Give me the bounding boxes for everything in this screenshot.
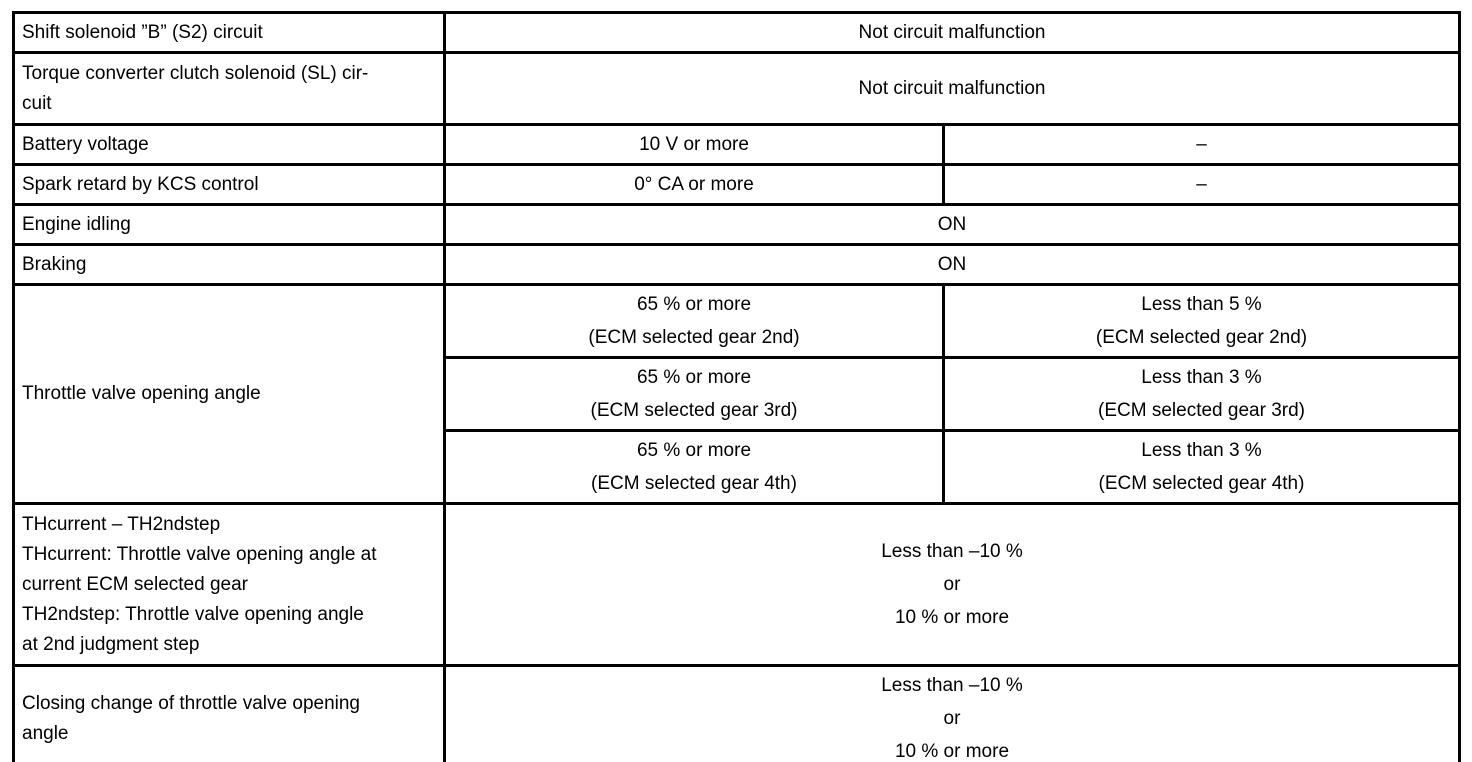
text-line: 10 % or more — [894, 741, 1010, 762]
text-line: or — [943, 708, 961, 729]
condition-label-cell: Throttle valve opening angle — [12, 283, 446, 505]
text-line: 65 % or more — [636, 440, 752, 461]
text-line: – — [1196, 134, 1207, 155]
table-row-throttle-valve-gear2: Throttle valve opening angle 65 % or mor… — [12, 283, 1461, 505]
condition-value-cell: Less than –10 % or 10 % or more — [443, 664, 1461, 762]
text-line: Shift solenoid ”B” (S2) circuit — [22, 21, 263, 43]
table-row-thcurrent-th2ndstep: THcurrent – TH2ndstep THcurrent: Throttle… — [12, 502, 1461, 667]
condition-value-cell: Less than 3 % (ECM selected gear 3rd) — [942, 356, 1461, 432]
text-line: (ECM selected gear 4th) — [1098, 473, 1305, 494]
text-line: THcurrent – TH2ndstep — [22, 513, 221, 535]
text-line: ON — [937, 214, 967, 235]
condition-value-cell: ON — [443, 243, 1461, 286]
condition-label-cell: Shift solenoid ”B” (S2) circuit — [12, 11, 446, 54]
table-row-throttle-valve-gear4: 65 % or more (ECM selected gear 4th) Less… — [14, 429, 1461, 505]
text-line: TH2ndstep: Throttle valve opening angle — [22, 603, 364, 625]
text-line: or — [943, 574, 961, 595]
condition-label-cell: Closing change of throttle valve opening… — [12, 664, 446, 762]
condition-label-cell: Spark retard by KCS control — [12, 163, 446, 206]
condition-label-cell: Braking — [12, 243, 446, 286]
text-line: 0° CA or more — [634, 174, 754, 195]
text-line: Less than 5 % — [1141, 294, 1262, 315]
text-line: at 2nd judgment step — [22, 633, 200, 655]
condition-value-cell: Not circuit malfunction — [443, 51, 1461, 126]
condition-value-cell: 65 % or more (ECM selected gear 2nd) — [443, 283, 945, 359]
text-line: Torque converter clutch solenoid (SL) ci… — [22, 62, 369, 84]
text-line: current ECM selected gear — [22, 573, 248, 595]
text-line: (ECM selected gear 4th) — [591, 473, 797, 494]
text-line: (ECM selected gear 2nd) — [588, 327, 800, 348]
text-line: (ECM selected gear 3rd) — [590, 400, 798, 421]
condition-value-cell: – — [942, 163, 1461, 206]
text-line: angle — [22, 722, 69, 744]
condition-value-cell: ON — [443, 203, 1461, 246]
table-row-throttle-valve-gear3: 65 % or more (ECM selected gear 3rd) Less… — [14, 356, 1461, 432]
text-line: Less than –10 % — [881, 541, 1023, 562]
condition-label-cell: Battery voltage — [12, 123, 446, 166]
table-row-spark-retard-kcs: Spark retard by KCS control 0° CA or mor… — [12, 163, 1461, 206]
condition-label-cell: THcurrent – TH2ndstep THcurrent: Throttle… — [12, 502, 446, 667]
table-row-torque-converter-clutch-solenoid: Torque converter clutch solenoid (SL) ci… — [12, 51, 1461, 126]
text-line: 65 % or more — [636, 367, 752, 388]
table-row-braking: Braking ON — [12, 243, 1461, 286]
dtc-detection-condition-table: Shift solenoid ”B” (S2) circuit Not circ… — [12, 11, 1461, 762]
condition-value-cell: – — [942, 123, 1461, 166]
text-line: Braking — [22, 253, 87, 275]
condition-value-cell: Less than –10 % or 10 % or more — [443, 502, 1461, 667]
text-line: Spark retard by KCS control — [22, 173, 259, 195]
text-line: Not circuit malfunction — [858, 22, 1046, 43]
condition-value-cell: 65 % or more (ECM selected gear 3rd) — [443, 356, 945, 432]
text-line: 10 V or more — [639, 134, 749, 155]
condition-value-cell: 0° CA or more — [443, 163, 945, 206]
text-line: Not circuit malfunction — [858, 78, 1046, 99]
condition-value-cell: Not circuit malfunction — [443, 11, 1461, 54]
text-line: (ECM selected gear 3rd) — [1098, 400, 1305, 421]
condition-value-cell: Less than 5 % (ECM selected gear 2nd) — [942, 283, 1461, 359]
table-row-shift-solenoid-b-circuit: Shift solenoid ”B” (S2) circuit Not circ… — [12, 11, 1461, 54]
table-row-closing-change-throttle: Closing change of throttle valve opening… — [12, 664, 1461, 762]
text-line: 10 % or more — [894, 607, 1010, 628]
condition-label-cell: Engine idling — [12, 203, 446, 246]
text-line: cuit — [22, 92, 52, 114]
condition-value-cell: 10 V or more — [443, 123, 945, 166]
condition-value-cell: Less than 3 % (ECM selected gear 4th) — [942, 429, 1461, 505]
text-line: Less than 3 % — [1141, 440, 1262, 461]
text-line: Battery voltage — [22, 133, 149, 155]
text-line: – — [1196, 174, 1207, 195]
table-row-engine-idling: Engine idling ON — [12, 203, 1461, 246]
text-line: Less than 3 % — [1141, 367, 1262, 388]
table-row-battery-voltage: Battery voltage 10 V or more – — [12, 123, 1461, 166]
text-line: 65 % or more — [636, 294, 752, 315]
text-line: ON — [937, 254, 967, 275]
text-line: Less than –10 % — [881, 675, 1023, 696]
text-line: Throttle valve opening angle — [22, 383, 261, 404]
condition-label-cell: Torque converter clutch solenoid (SL) ci… — [12, 51, 446, 126]
text-line: THcurrent: Throttle valve opening angle … — [22, 543, 377, 565]
text-line: Closing change of throttle valve opening — [22, 692, 361, 714]
text-line: (ECM selected gear 2nd) — [1095, 327, 1308, 348]
condition-value-cell: 65 % or more (ECM selected gear 4th) — [443, 429, 945, 505]
text-line: Engine idling — [22, 213, 131, 235]
